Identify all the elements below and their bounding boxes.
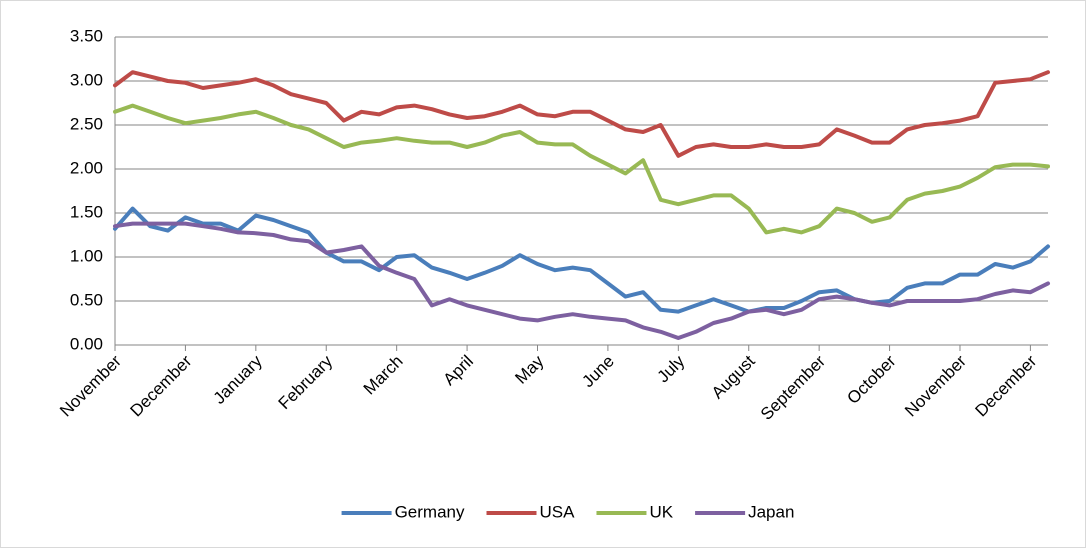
y-tick-label: 3.50 [70,26,103,45]
legend-label: USA [540,502,576,521]
legend-label: Japan [748,502,794,521]
y-tick-label: 2.50 [70,114,103,133]
y-tick-label: 3.00 [70,70,103,89]
y-tick-label: 1.50 [70,202,103,221]
y-tick-label: 2.00 [70,158,103,177]
data-line [113,103,1050,235]
legend-label: UK [649,502,673,521]
data-line [113,221,1050,340]
legend: Germany USA UK Japan [341,502,794,521]
y-tick-label: 0.00 [70,334,103,353]
y-tick-label: 1.00 [70,246,103,265]
legend-label: Germany [395,502,465,521]
data-line [113,70,1050,158]
data-line [113,206,1050,314]
y-tick-label: 0.50 [70,290,103,309]
